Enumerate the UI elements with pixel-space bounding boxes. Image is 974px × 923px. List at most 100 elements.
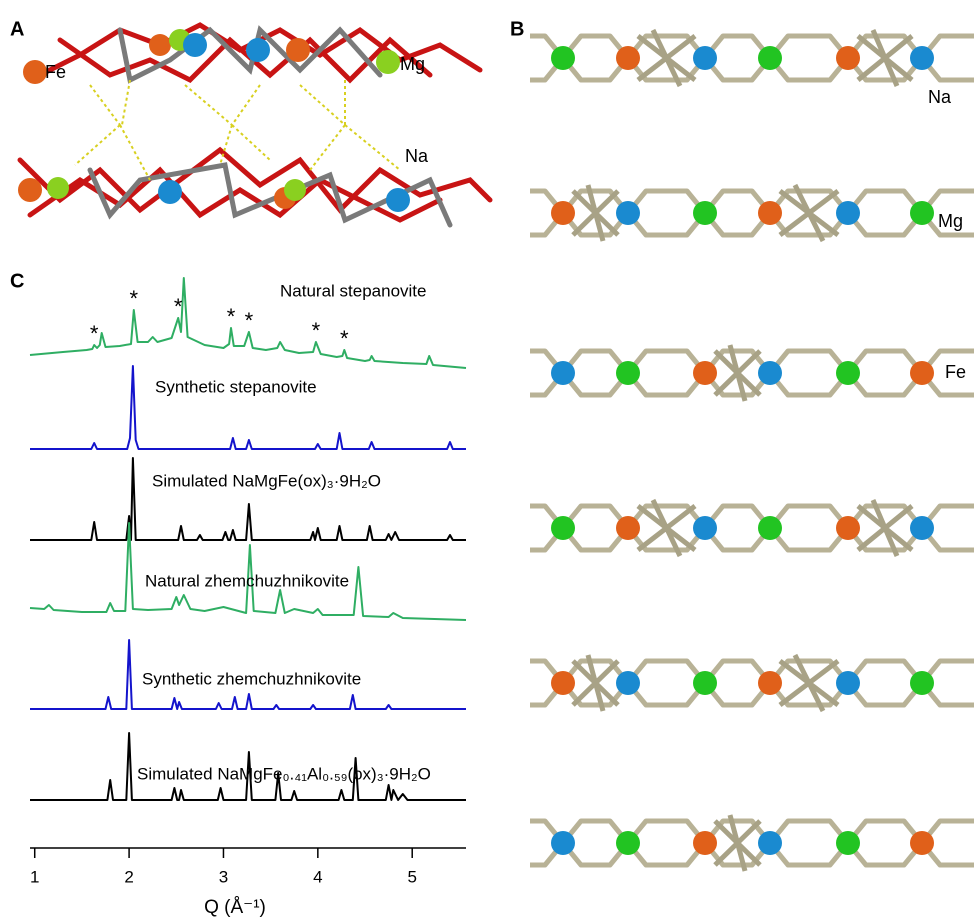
peak-marker: * [130, 286, 139, 311]
atom-label: Na [928, 87, 952, 107]
bond [768, 658, 850, 685]
bond [713, 344, 762, 402]
bond [768, 503, 850, 530]
atom [551, 361, 575, 385]
atom [693, 671, 717, 695]
bond [530, 211, 565, 238]
bond [703, 681, 772, 708]
bond [920, 503, 974, 530]
atom [693, 201, 717, 225]
bond [846, 211, 924, 238]
atom [836, 201, 860, 225]
atom [693, 361, 717, 385]
bond [920, 211, 974, 238]
atom [836, 46, 860, 70]
bond [703, 818, 772, 845]
bond [626, 658, 707, 685]
atom [836, 831, 860, 855]
bond [920, 371, 974, 398]
bond [561, 526, 630, 553]
bond [530, 841, 565, 868]
atom [693, 516, 717, 540]
atom [836, 671, 860, 695]
panel-label: A [10, 18, 24, 40]
bond [778, 183, 840, 243]
bond [768, 211, 850, 238]
bond [530, 188, 565, 215]
atom [910, 671, 934, 695]
bond [846, 348, 924, 375]
bond [768, 56, 850, 83]
bond [561, 188, 630, 215]
bond [768, 526, 850, 553]
x-axis-title: Q (Å⁻¹) [204, 897, 266, 918]
pattern-line [30, 457, 466, 541]
atom [758, 361, 782, 385]
bond [530, 371, 565, 398]
atom [551, 46, 575, 70]
atom [910, 46, 934, 70]
atom [551, 831, 575, 855]
bond [561, 371, 630, 398]
bond [768, 681, 850, 708]
bond [920, 841, 974, 868]
peak-marker: * [245, 308, 254, 333]
bond [846, 503, 924, 530]
atom [910, 516, 934, 540]
atom [758, 201, 782, 225]
x-tick-label: 1 [30, 867, 39, 886]
bond [561, 503, 630, 530]
atom [616, 361, 640, 385]
bond [626, 818, 707, 845]
panel-label: C [10, 270, 24, 292]
bond [846, 526, 924, 553]
bond [920, 33, 974, 60]
atom [616, 831, 640, 855]
bond [626, 526, 707, 553]
panel-label: B [510, 18, 524, 40]
atom-label: Fe [945, 362, 966, 382]
bond [920, 526, 974, 553]
bond [703, 371, 772, 398]
bond [778, 653, 840, 713]
bond [636, 498, 697, 558]
bond [703, 658, 772, 685]
atom [693, 46, 717, 70]
bond [703, 526, 772, 553]
series-label: Natural zhemchuzhnikovite [145, 571, 349, 590]
pattern-line [29, 277, 467, 369]
series-label: Simulated NaMgFe(ox)₃·9H₂O [152, 471, 381, 490]
bond [846, 658, 924, 685]
bond [561, 841, 630, 868]
bond [561, 658, 630, 685]
bond [768, 841, 850, 868]
bonds [17, 22, 493, 228]
bond [920, 658, 974, 685]
bond [561, 211, 630, 238]
bond [530, 818, 565, 845]
atom [551, 671, 575, 695]
atom [693, 831, 717, 855]
bond [636, 28, 697, 88]
atom [616, 201, 640, 225]
bond [530, 526, 565, 553]
bond [530, 658, 565, 685]
bond [768, 188, 850, 215]
bond [713, 814, 762, 872]
peak-marker: * [340, 326, 349, 351]
bond [626, 188, 707, 215]
bond [561, 348, 630, 375]
atom-label: Fe [45, 62, 66, 82]
bond [530, 33, 565, 60]
hydrogen-bonds [74, 79, 401, 181]
atom [910, 831, 934, 855]
x-tick-label: 3 [219, 867, 228, 886]
atom-label: Mg [938, 211, 963, 231]
pattern-line [30, 639, 466, 710]
bond [768, 371, 850, 398]
bond [561, 56, 630, 83]
peak-marker: * [90, 321, 99, 346]
bond [561, 818, 630, 845]
bond [703, 841, 772, 868]
